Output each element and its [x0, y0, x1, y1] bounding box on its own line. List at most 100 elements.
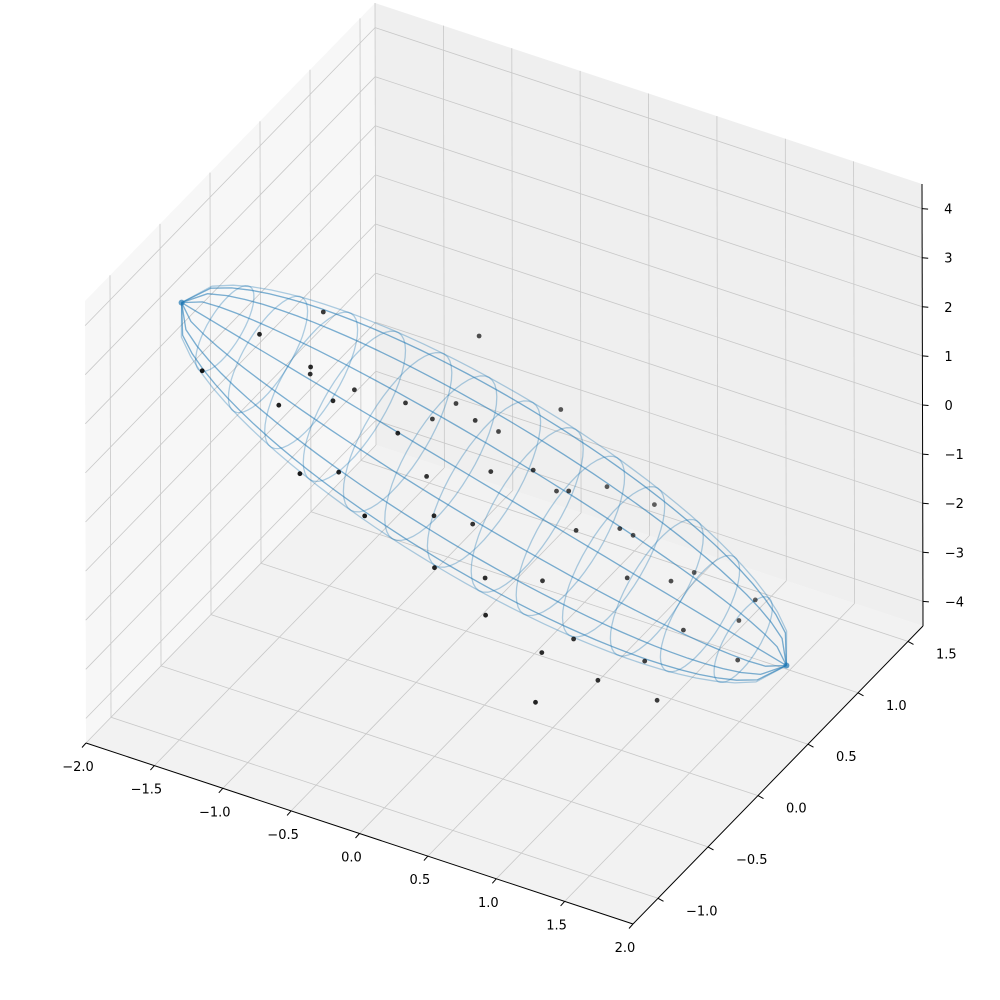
grid-line-z-back — [375, 370, 923, 553]
scatter-point — [571, 636, 576, 642]
grid-line-z-left — [85, 321, 376, 621]
z-tick-mark — [922, 306, 929, 308]
y-tick-label: −0.5 — [736, 853, 768, 868]
scatter-point — [431, 513, 437, 519]
scatter-point — [297, 471, 303, 477]
x-tick-mark — [355, 833, 360, 839]
x-tick-label: −0.5 — [267, 828, 299, 843]
grid-line-y-floor — [160, 665, 709, 848]
ellipsoid-pole-top — [178, 299, 185, 306]
scatter-point — [617, 526, 623, 531]
x-tick-mark — [218, 787, 224, 794]
ellipsoid-meridian — [180, 302, 787, 676]
ellipsoid-meridian — [181, 302, 787, 667]
ellipsoid-ring — [426, 400, 542, 568]
z-tick-mark — [922, 600, 929, 603]
grid-line-z-back — [375, 272, 923, 455]
scatter-point — [308, 364, 313, 370]
ellipsoid-ring — [561, 486, 666, 638]
ellipsoid-ring — [659, 554, 741, 673]
z-tick-mark — [922, 208, 929, 210]
x-tick-label: 1.5 — [546, 918, 567, 933]
grid-line-y-floor — [260, 562, 809, 745]
z-tick-label: −2 — [945, 497, 964, 512]
grid-line-z-left — [84, 27, 376, 326]
grid-line-z-back — [374, 27, 923, 209]
scatter-point — [403, 400, 408, 406]
z-tick-label: −3 — [945, 546, 964, 561]
scatter-point — [558, 407, 564, 412]
y-tick-label: 0.0 — [786, 802, 807, 817]
scatter-point — [483, 612, 488, 618]
scatter-point — [482, 575, 488, 581]
x-tick-label: 1.0 — [478, 896, 499, 911]
y-tick-mark — [857, 692, 864, 697]
ellipsoid-meridian — [181, 301, 787, 666]
grid-line-x-floor — [222, 490, 514, 789]
x-tick-mark — [150, 765, 155, 771]
grid-line-z-left — [85, 125, 376, 425]
scatter-point — [432, 565, 437, 571]
z-tick-mark — [922, 355, 929, 357]
grid-line-x-floor — [564, 603, 855, 902]
z-tick-label: 0 — [945, 399, 953, 414]
scatter-point — [630, 532, 636, 538]
scatter-point — [336, 469, 342, 475]
scatter-points — [199, 309, 758, 705]
ellipsoid-pole-bottom — [783, 662, 790, 669]
ellipsoid-ring — [609, 518, 704, 657]
ellipsoid-ring — [342, 351, 453, 513]
ellipsoid-meridian — [181, 287, 788, 666]
z-tick-label: 3 — [944, 252, 952, 267]
ellipsoid-meridian — [181, 293, 788, 666]
scatter-point — [642, 658, 648, 664]
scatter-point — [307, 371, 313, 377]
x-tick-label: 0.0 — [341, 851, 362, 866]
grid-line-z-back — [375, 420, 924, 602]
grid-line-z-back — [375, 321, 923, 504]
scatter-point — [257, 331, 262, 337]
ellipsoid-meridian — [181, 302, 787, 667]
y-tick-mark — [757, 795, 764, 800]
grid-line-x-floor — [359, 535, 650, 834]
scatter-point — [330, 398, 336, 404]
scatter-point — [276, 402, 282, 408]
grid-line-x-floor — [85, 444, 377, 744]
ellipsoid-ring — [470, 427, 584, 593]
scatter-point — [430, 416, 435, 422]
ellipsoid-ring — [713, 596, 774, 684]
x-axis-ticks: −2.0 −1.5 −1.0 −0.5 0.0 0.5 1.0 1.5 2.0 — [62, 742, 636, 956]
scatter-point — [654, 697, 660, 703]
scatter-point — [735, 657, 741, 663]
ellipsoid-wireframe — [178, 284, 790, 684]
scatter-point — [470, 521, 476, 527]
grid-line-z-left — [85, 272, 376, 572]
grid-lines — [84, 2, 924, 925]
grid-line-z-back — [375, 174, 923, 357]
x-tick-label: −1.0 — [199, 805, 231, 820]
x-tick-mark — [628, 923, 634, 929]
z-tick-mark — [922, 404, 929, 406]
scatter-point — [488, 469, 494, 474]
grid-line-x-floor — [154, 467, 445, 766]
y-tick-mark — [907, 640, 914, 645]
z-tick-label: 2 — [944, 301, 952, 316]
grid-line-y-floor — [360, 460, 909, 642]
ellipsoid-ring — [227, 295, 309, 414]
scatter-point — [472, 418, 478, 423]
z-tick-mark — [922, 257, 929, 259]
scatter-point — [554, 488, 559, 494]
scatter-point — [199, 368, 205, 374]
ellipsoid-ring — [384, 375, 498, 542]
grid-line-x-floor — [496, 580, 787, 880]
y-tick-mark — [657, 897, 664, 902]
grid-line-z-left — [85, 371, 377, 670]
y-axis-line — [632, 625, 924, 925]
x-tick-mark — [286, 810, 292, 816]
x-tick-mark — [560, 901, 565, 907]
x-tick-mark — [423, 855, 429, 861]
grid-line-x-floor — [290, 512, 582, 812]
z-tick-mark — [922, 453, 929, 456]
x-tick-label: 2.0 — [615, 941, 636, 956]
